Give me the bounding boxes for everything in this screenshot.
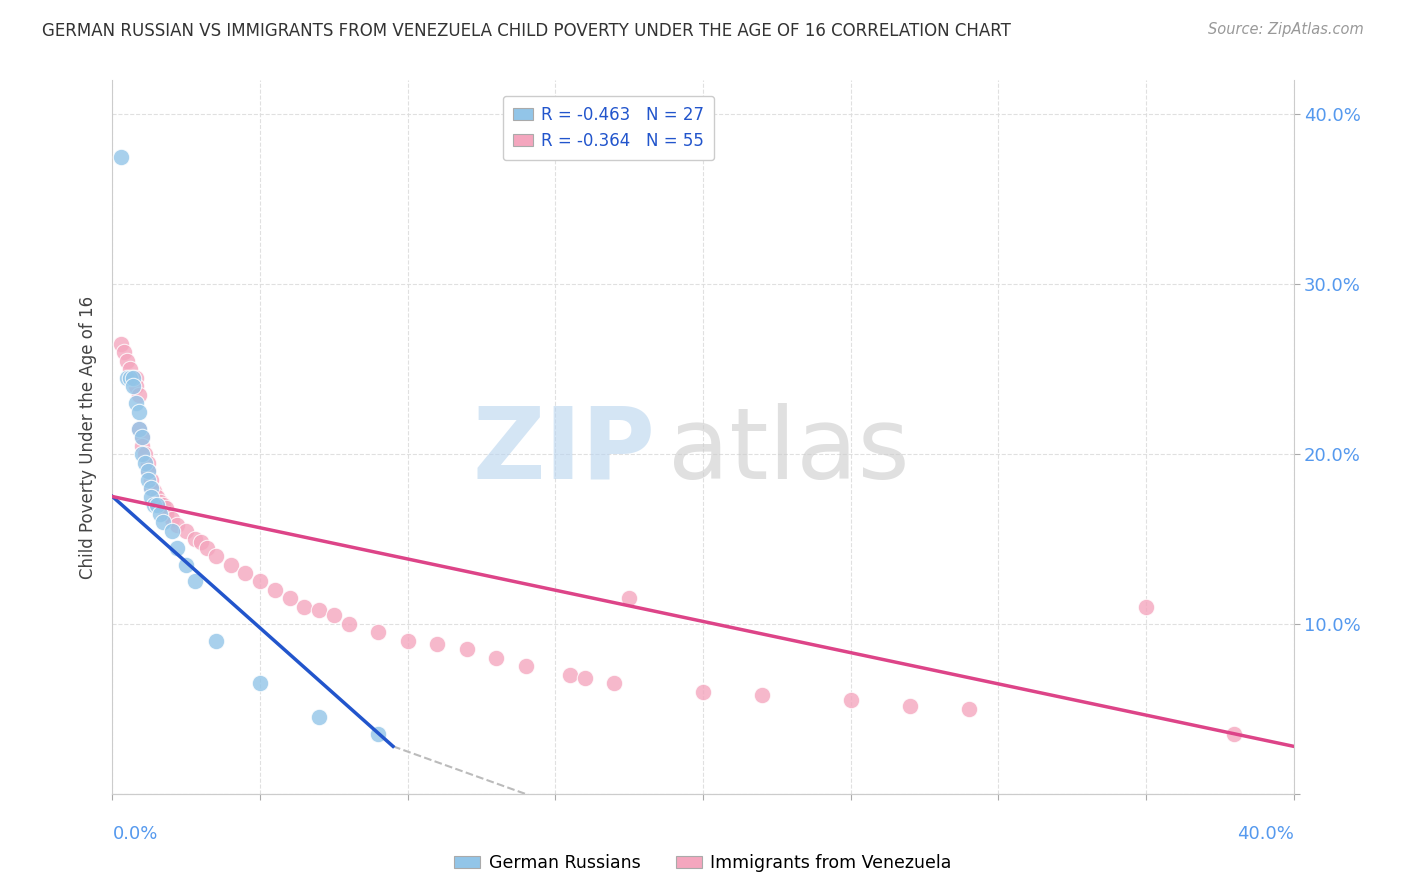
Point [184,574,207,589]
Point [839,693,862,707]
Point [139,481,162,495]
Text: GERMAN RUSSIAN VS IMMIGRANTS FROM VENEZUELA CHILD POVERTY UNDER THE AGE OF 16 CO: GERMAN RUSSIAN VS IMMIGRANTS FROM VENEZU… [42,22,1011,40]
Point [205,549,228,563]
Point [131,447,153,461]
Point [152,515,174,529]
Point [249,574,271,589]
Point [117,370,138,384]
Point [149,507,172,521]
Point [112,345,135,359]
Point [485,651,508,665]
Point [264,582,287,597]
Text: 0.0%: 0.0% [112,825,157,843]
Point [205,634,228,648]
Point [136,464,159,478]
Point [110,336,132,351]
Point [125,370,148,384]
Point [136,464,159,478]
Point [139,481,162,495]
Point [142,484,165,499]
Point [117,353,138,368]
Point [146,490,169,504]
Point [146,498,169,512]
Point [308,710,330,724]
Point [367,625,389,640]
Point [174,558,197,572]
Point [160,511,183,525]
Point [128,387,150,401]
Legend: German Russians, Immigrants from Venezuela: German Russians, Immigrants from Venezue… [447,847,959,879]
Point [396,634,419,648]
Point [131,439,153,453]
Point [155,501,177,516]
Point [125,396,148,410]
Point [136,473,159,487]
Point [166,518,188,533]
Point [134,447,156,461]
Point [131,430,153,444]
Point [128,404,150,418]
Text: 40.0%: 40.0% [1237,825,1294,843]
Point [155,507,177,521]
Point [692,685,714,699]
Point [219,558,242,572]
Point [110,150,132,164]
Point [174,524,197,538]
Point [139,473,162,487]
Point [190,535,212,549]
Point [323,608,346,623]
Point [292,599,315,614]
Point [120,362,142,376]
Point [249,676,271,690]
Point [515,659,537,673]
Point [122,379,145,393]
Point [233,566,256,580]
Point [619,591,641,606]
Point [122,370,145,384]
Point [122,370,145,384]
Text: atlas: atlas [668,403,910,500]
Point [957,702,980,716]
Point [367,727,389,741]
Point [142,498,165,512]
Point [149,494,172,508]
Legend: R = -0.463   N = 27, R = -0.364   N = 55: R = -0.463 N = 27, R = -0.364 N = 55 [503,95,714,160]
Point [308,603,330,617]
Point [195,541,218,555]
Point [337,617,360,632]
Point [128,421,150,435]
Point [898,698,921,713]
Text: ZIP: ZIP [472,403,655,500]
Point [152,498,174,512]
Point [136,456,159,470]
Point [134,456,156,470]
Point [456,642,478,657]
Point [751,689,773,703]
Point [184,532,207,546]
Point [131,430,153,444]
Point [278,591,301,606]
Point [139,490,162,504]
Point [603,676,626,690]
Point [1135,599,1157,614]
Point [426,637,449,651]
Text: Source: ZipAtlas.com: Source: ZipAtlas.com [1208,22,1364,37]
Point [558,668,582,682]
Point [160,524,183,538]
Point [1223,727,1246,741]
Y-axis label: Child Poverty Under the Age of 16: Child Poverty Under the Age of 16 [79,295,97,579]
Point [128,421,150,435]
Point [120,370,142,384]
Point [166,541,188,555]
Point [125,379,148,393]
Point [574,671,596,685]
